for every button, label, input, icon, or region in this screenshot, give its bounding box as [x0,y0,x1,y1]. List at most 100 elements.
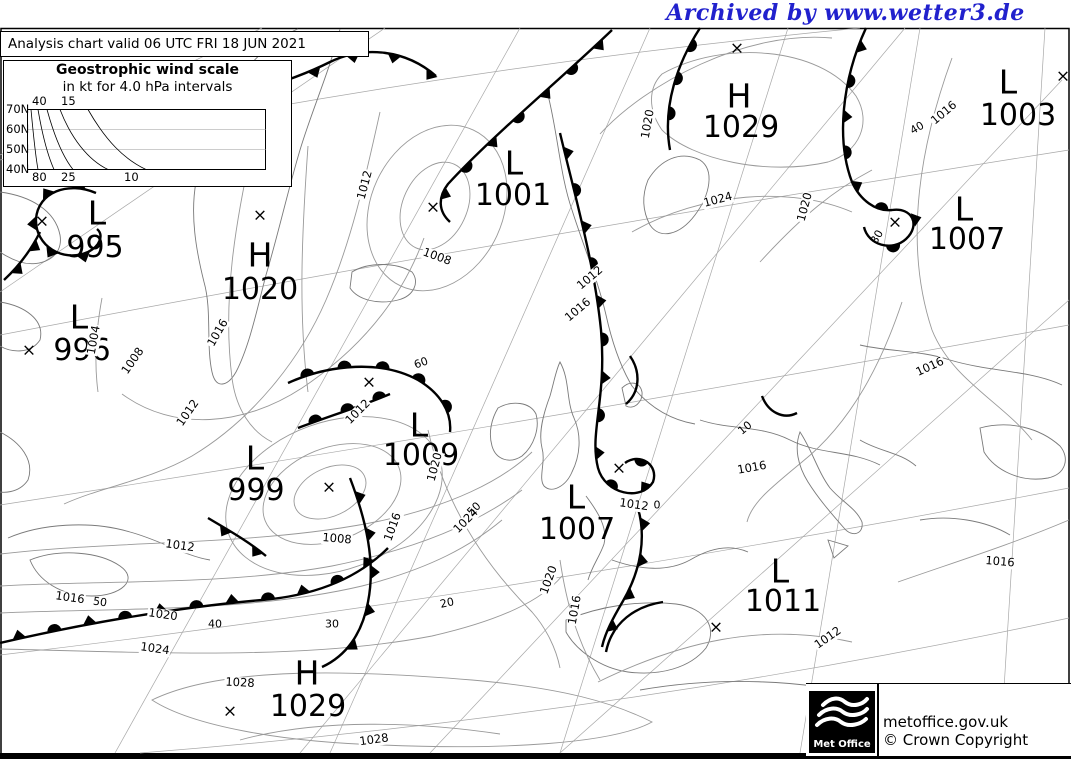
scale-value-top-15: 15 [61,94,76,108]
pressure-center-value: 1029 [269,689,347,724]
cold-front-triangle [910,213,922,227]
pressure-center-letter: L [409,405,429,445]
warm-front-semicircle [300,368,315,378]
met-office-waves-icon [815,696,869,728]
cold-front [34,187,102,257]
cold-front-triangle [225,593,240,604]
warm-front-semicircle [686,38,697,52]
occluded-front [558,132,656,495]
pressure-center-value: 1011 [744,584,822,619]
warm-front [287,365,452,433]
pressure-center-letter: L [69,297,89,337]
cold-front-triangle [307,66,321,78]
scale-value-bottom-10: 10 [124,170,139,184]
cold-front-triangle [219,525,232,537]
wind-scale-title: Geostrophic wind scale [55,62,240,78]
warm-front-semicircle [340,403,355,413]
pressure-center-cross: × [361,372,377,393]
cold-front-triangle [486,135,498,148]
scale-value-bottom-80: 80 [32,170,47,184]
metoffice-url[interactable]: metoffice.gov.uk [883,713,1009,731]
pressure-center-cross: × [708,617,724,638]
pressure-center-letter: L [998,62,1018,102]
pressure-center-value: 1007 [538,512,616,547]
cold-front-triangle [364,602,376,617]
scale-value-top-40: 40 [32,94,47,108]
warm-front-semicircle [189,600,204,609]
wind-scale-box: Geostrophic wind scale in kt for 4.0 hPa… [3,60,292,187]
lat-label-70n: 70N [6,102,30,116]
warm-front-semicircle [572,183,582,197]
pressure-center-value: 999 [227,473,285,508]
graticule-label: 30 [325,617,339,631]
cold-front-triangle [595,446,605,461]
warm-front-semicircle [565,63,579,75]
warm-front-semicircle [261,592,276,601]
pressure-center-value: 1001 [474,178,552,213]
cold-front-triangle [28,239,41,252]
pressure-center-value: 1009 [382,438,460,473]
warm-front-semicircle [118,610,133,619]
cold-front-triangle [42,188,55,200]
analysis-title-box: Analysis chart valid 06 UTC FRI 18 JUN 2… [0,31,369,57]
cold-front-triangle [596,294,607,309]
map-frame [0,27,1071,759]
pressure-center-cross: × [321,477,337,498]
pressure-center-letter: H [294,653,320,693]
pressure-center-cross: × [611,458,627,479]
lat-label-60n: 60N [6,122,30,136]
cold-front-triangle [296,584,311,596]
cold-front-triangle [850,180,863,193]
warm-front-semicircle [375,361,390,370]
pressure-center-cross: × [34,211,50,232]
warm-front-semicircle [605,479,618,491]
cold-front-triangle [12,629,27,641]
trough-line [760,395,798,417]
warm-front-semicircle [601,332,609,347]
analysis-title-text: Analysis chart valid 06 UTC FRI 18 JUN 2… [8,36,306,52]
pressure-center-letter: L [245,438,265,478]
cold-front-triangle [27,216,37,231]
cold-front-triangle [623,587,635,601]
isobar-label: 1028 [224,674,256,691]
cold-front-triangle [440,186,452,200]
cold-front-triangle [855,39,867,53]
warm-front-semicircle [47,624,62,633]
cold-front-triangle [539,87,551,99]
pressure-center-cross: × [425,197,441,218]
isobar-label: 1016 [983,553,1017,570]
cold-front-triangle [370,565,380,580]
warm-front-semicircle [372,391,386,401]
cold-front-triangle [365,527,376,542]
occluded-front [439,29,613,223]
archive-banner: Archived by www.wetter3.de [666,0,1025,26]
cold-front [3,231,42,281]
cold-front-triangle [346,638,358,650]
pressure-center-value: 1007 [928,222,1006,257]
warm-front-semicircle [441,399,452,413]
cold-front-triangle [581,220,592,234]
graticule-label: 40 [208,617,222,631]
graticule-label: 20 [438,595,456,611]
cold-front-triangle [354,491,366,505]
occluded-front [841,27,915,247]
cold-front-triangle [592,38,604,51]
pressure-center-letter: H [726,76,752,116]
warm-front-semicircle [634,457,649,467]
cold-front-triangle [363,556,375,569]
cold-front-triangle [82,615,97,626]
met-office-logo-text: Met Office [813,739,871,750]
cold-front-triangle [563,146,574,161]
trough-line [604,600,664,653]
pressure-center-letter: L [504,143,524,183]
lat-label-40n: 40N [6,162,30,176]
cold-front-triangle [601,370,611,385]
warm-front-semicircle [337,360,352,369]
cold-front [321,477,373,669]
warm-front-semicircle [460,160,473,173]
cold-front-triangle [46,246,59,258]
pressure-center-cross: × [21,340,37,361]
pressure-center-letter: L [87,193,107,233]
cold-front-triangle [387,53,402,64]
